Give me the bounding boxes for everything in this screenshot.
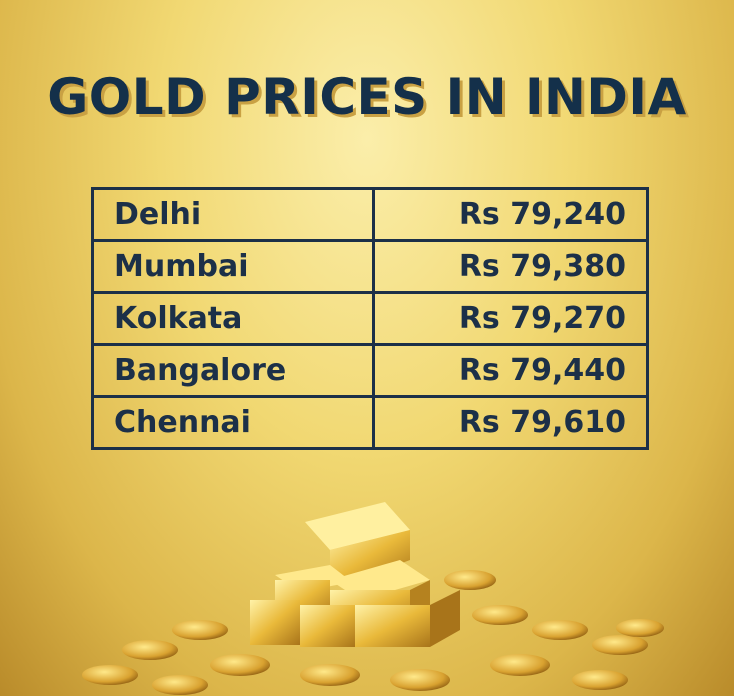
price-cell: Rs 79,240 <box>372 187 649 242</box>
title: GOLD PRICES IN INDIA <box>47 68 687 126</box>
city-cell: Delhi <box>91 187 375 242</box>
table-row: Kolkata Rs 79,270 <box>91 291 649 346</box>
price-table: Delhi Rs 79,240 Mumbai Rs 79,380 Kolkata Rs 7… <box>91 187 649 450</box>
city-cell: Bangalore <box>91 343 375 398</box>
table-row: Mumbai Rs 79,380 <box>91 239 649 294</box>
gold-illustration <box>82 502 664 695</box>
price-cell: Rs 79,270 <box>372 291 649 346</box>
city-cell: Mumbai <box>91 239 375 294</box>
gold-bars <box>250 502 460 647</box>
city-cell: Chennai <box>91 395 375 450</box>
table-row: Bangalore Rs 79,440 <box>91 343 649 398</box>
price-cell: Rs 79,380 <box>372 239 649 294</box>
city-cell: Kolkata <box>91 291 375 346</box>
table-row: Chennai Rs 79,610 <box>91 395 649 450</box>
table-row: Delhi Rs 79,240 <box>91 187 649 242</box>
coins <box>82 570 664 695</box>
price-cell: Rs 79,440 <box>372 343 649 398</box>
price-cell: Rs 79,610 <box>372 395 649 450</box>
